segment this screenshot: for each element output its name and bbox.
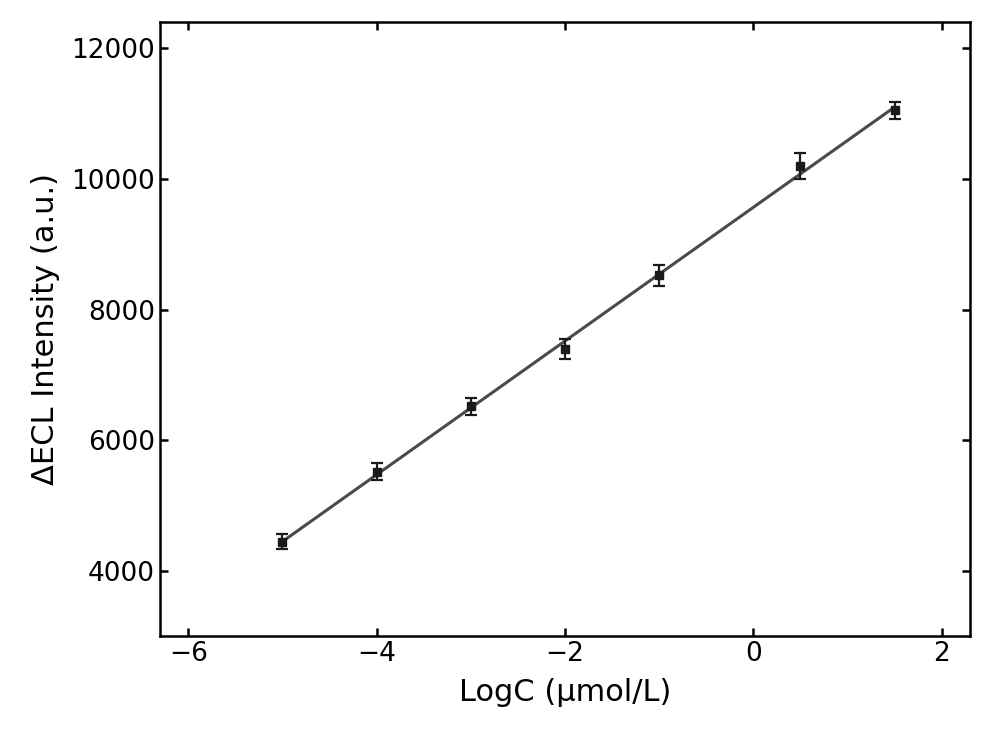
X-axis label: LogC (μmol/L): LogC (μmol/L) bbox=[459, 679, 671, 707]
Y-axis label: ΔECL Intensity (a.u.): ΔECL Intensity (a.u.) bbox=[31, 173, 60, 485]
